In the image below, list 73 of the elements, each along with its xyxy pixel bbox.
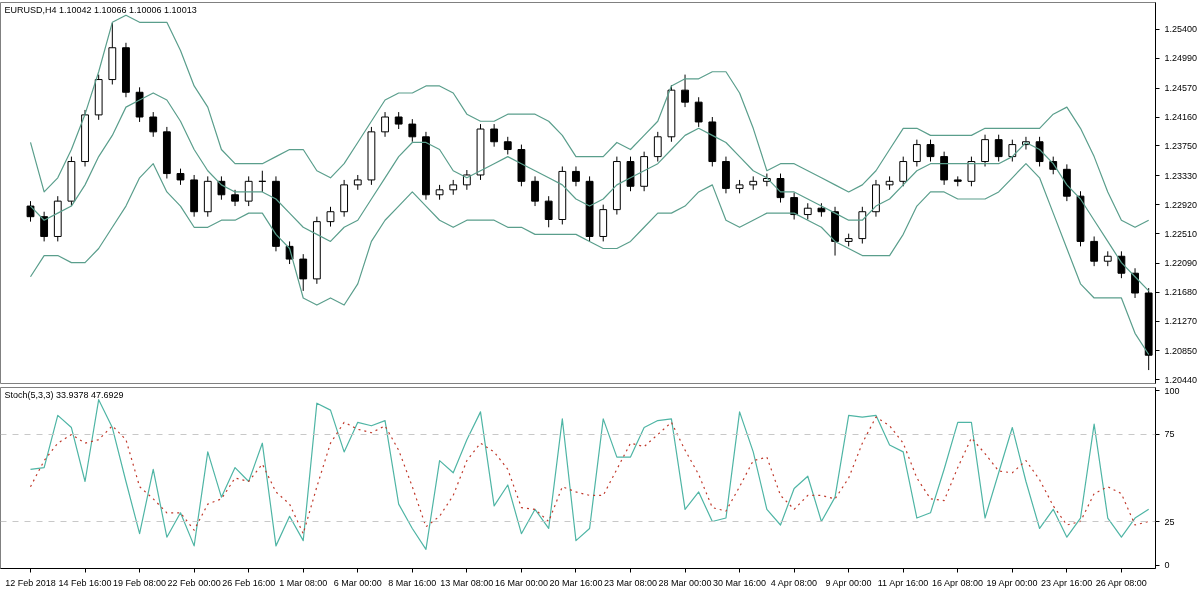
line-series <box>29 14 1150 228</box>
x-tick-label: 26 Apr 08:00 <box>1095 577 1147 588</box>
candlestick <box>994 134 1003 163</box>
x-tick-label: 19 Feb 08:00 <box>113 577 167 588</box>
y-tick-label: 75 <box>1164 429 1175 440</box>
x-tick-label: 9 Apr 00:00 <box>825 577 872 588</box>
y-tick-label: 1.20850 <box>1164 345 1198 356</box>
candlestick <box>490 123 499 148</box>
candlestick <box>899 156 908 187</box>
candlestick <box>653 131 662 163</box>
x-tick-label: 19 Apr 00:00 <box>986 577 1038 588</box>
x-tick-label: 23 Apr 16:00 <box>1041 577 1093 588</box>
x-tick-label: 1 Mar 08:00 <box>279 577 328 588</box>
line-series <box>29 399 1150 550</box>
x-tick-label: 22 Feb 00:00 <box>167 577 221 588</box>
y-tick-label: 1.23330 <box>1164 170 1198 181</box>
x-tick-label: 6 Mar 00:00 <box>333 577 382 588</box>
y-tick-label: 0 <box>1164 560 1170 571</box>
candlestick <box>1035 136 1044 167</box>
candlestick <box>681 74 689 108</box>
x-tick-label: 12 Feb 2018 <box>5 577 56 588</box>
x-tick-label: 13 Mar 08:00 <box>440 577 494 588</box>
candlestick <box>1090 235 1099 267</box>
x-tick-label: 4 Apr 08:00 <box>770 577 817 588</box>
y-tick-label: 1.22510 <box>1164 228 1198 239</box>
x-tick-label: 30 Mar 16:00 <box>713 577 767 588</box>
candlestick <box>408 118 417 143</box>
candlestick <box>926 139 935 163</box>
y-tick-label: 1.22920 <box>1164 199 1198 210</box>
candlestick <box>981 134 989 167</box>
candlestick <box>1131 267 1139 299</box>
x-tick-label: 26 Feb 16:00 <box>222 577 276 588</box>
x-tick-label: 23 Mar 08:00 <box>603 577 658 588</box>
chart-title: EURUSD,H4 1.10042 1.10066 1.10006 1.10013 <box>4 4 197 15</box>
candlestick <box>762 173 771 187</box>
candlestick <box>326 206 335 228</box>
candlestick <box>244 175 253 207</box>
y-tick-label: 1.24990 <box>1164 53 1198 64</box>
candlestick <box>967 156 976 187</box>
x-tick-label: 8 Mar 16:00 <box>388 577 437 588</box>
candlestick <box>531 175 539 207</box>
chart-title: Stoch(5,3,3) 33.9378 47.6929 <box>4 389 124 400</box>
line-series <box>29 163 1150 356</box>
x-tick-label: 14 Feb 16:00 <box>58 577 112 588</box>
y-tick-label: 1.21270 <box>1164 316 1198 327</box>
x-tick-label: 28 Mar 00:00 <box>658 577 712 588</box>
candlestick <box>149 111 158 138</box>
x-tick-label: 16 Mar 00:00 <box>494 577 548 588</box>
candlestick <box>940 151 949 186</box>
y-tick-label: 25 <box>1164 516 1175 527</box>
candlestick <box>299 253 308 292</box>
candlestick <box>40 211 49 242</box>
y-tick-label: 1.24570 <box>1164 83 1198 94</box>
candlestick <box>776 173 785 204</box>
y-tick-label: 1.23750 <box>1164 140 1198 151</box>
x-tick-label: 20 Mar 16:00 <box>549 577 603 588</box>
x-tick-label: 11 Apr 16:00 <box>877 577 929 588</box>
y-tick-label: 100 <box>1164 385 1180 396</box>
x-tick-label: 16 Apr 08:00 <box>932 577 984 588</box>
candlestick <box>544 195 553 228</box>
candlestick <box>790 192 799 221</box>
y-tick-label: 1.20440 <box>1164 374 1198 385</box>
y-tick-label: 1.24160 <box>1164 112 1198 123</box>
y-tick-label: 1.25400 <box>1164 24 1198 35</box>
candlestick <box>694 96 703 128</box>
candlestick <box>26 200 35 223</box>
candlestick <box>1008 139 1017 163</box>
candlestick <box>912 139 921 167</box>
candlestick <box>381 111 389 138</box>
line-series <box>29 416 1150 535</box>
y-tick-label: 1.21680 <box>1164 287 1198 298</box>
y-tick-label: 1.22090 <box>1164 258 1198 269</box>
candlestick <box>572 165 580 187</box>
